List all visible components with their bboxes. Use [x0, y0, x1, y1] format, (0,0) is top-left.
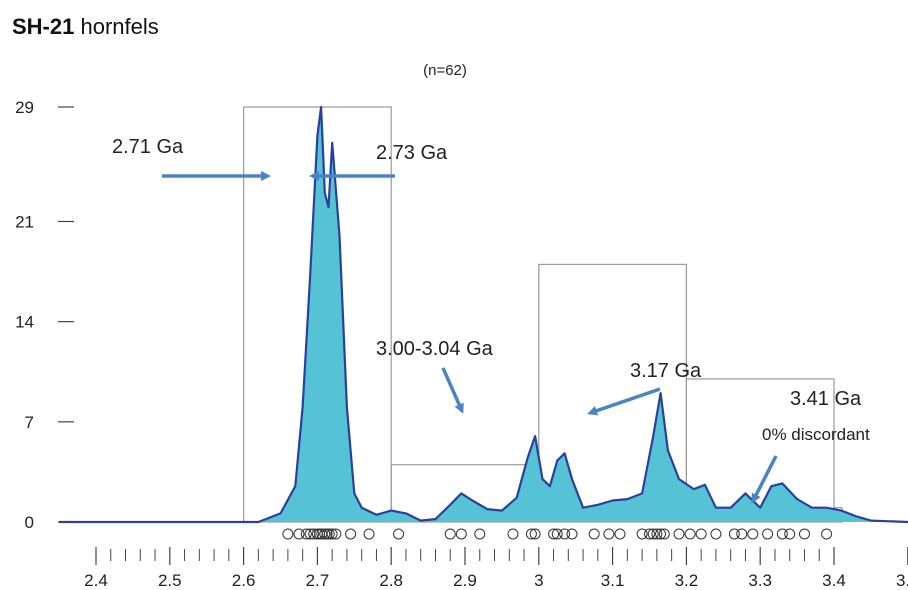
y-tick-label-14: 14 — [15, 313, 34, 332]
peak-annotations: 2.71 Ga 2.73 Ga 3.00-3.04 Ga 3.17 Ga 3.4… — [112, 136, 870, 504]
age-marker — [798, 528, 810, 540]
annotation-discordance: 0% discordant — [762, 425, 870, 444]
age-marker — [529, 528, 541, 540]
x-tick-label-2.5: 2.5 — [158, 571, 182, 590]
age-marker — [308, 528, 320, 540]
annotation-3-17: 3.17 Ga — [630, 360, 702, 382]
age-marker — [507, 528, 519, 540]
age-marker — [293, 528, 305, 540]
age-marker — [345, 528, 357, 540]
arrow-3-00-3-04 — [441, 367, 464, 414]
age-marker — [651, 528, 663, 540]
age-marker — [658, 528, 670, 540]
age-marker — [323, 528, 335, 540]
age-marker — [566, 528, 578, 540]
y-tick-label-21: 21 — [15, 212, 34, 231]
x-tick-label-3.4: 3.4 — [822, 571, 846, 590]
age-marker — [736, 528, 748, 540]
x-tick-label-3.3: 3.3 — [748, 571, 772, 590]
y-axis: 0 7 14 21 29 — [15, 98, 74, 532]
kde-fill — [59, 107, 908, 522]
age-marker — [644, 528, 655, 540]
x-tick-label-3: 3 — [534, 571, 543, 590]
sample-id: SH-21 — [12, 14, 75, 39]
annotation-3-00-3-04: 3.00-3.04 Ga — [376, 338, 494, 360]
age-marker — [588, 528, 600, 540]
age-marker — [326, 528, 338, 540]
kde-curve — [59, 105, 908, 524]
y-tick-label-0: 0 — [25, 513, 34, 532]
x-axis: 2.4 2.5 2.6 2.7 2.8 2.9 3 3.1 3.2 3.3 3.4 3.5 — [84, 547, 908, 590]
annotation-3-41: 3.41 Ga — [790, 388, 862, 410]
age-marker — [474, 528, 486, 540]
rock-type: hornfels — [80, 14, 159, 39]
age-marker — [647, 528, 659, 540]
age-marker — [747, 528, 759, 540]
x-tick-label-2.4: 2.4 — [84, 571, 108, 590]
x-tick-label-2.7: 2.7 — [306, 571, 330, 590]
age-marker — [393, 528, 405, 540]
age-marker — [603, 528, 615, 540]
age-markers — [282, 528, 833, 540]
x-tick-label-2.6: 2.6 — [232, 571, 256, 590]
age-marker — [673, 528, 685, 540]
x-tick-label-3.5: 3.5 — [896, 571, 908, 590]
kde-line — [59, 105, 908, 524]
x-tick-label-3.1: 3.1 — [601, 571, 625, 590]
age-marker — [695, 528, 707, 540]
annotation-2-73: 2.73 Ga — [376, 142, 448, 164]
x-tick-label-3.2: 3.2 — [675, 571, 699, 590]
age-marker — [282, 528, 294, 540]
x-tick-label-2.8: 2.8 — [379, 571, 403, 590]
age-marker — [728, 528, 740, 540]
y-tick-label-29: 29 — [15, 98, 34, 117]
age-marker — [710, 528, 722, 540]
age-marker — [762, 528, 774, 540]
age-marker — [636, 528, 648, 540]
age-marker — [330, 528, 342, 540]
age-marker — [684, 528, 696, 540]
age-marker — [300, 528, 312, 540]
age-marker — [821, 528, 833, 540]
age-marker — [784, 528, 796, 540]
age-marker — [776, 528, 788, 540]
sample-count-label: (n=62) — [423, 62, 467, 79]
chart-title: SH-21 hornfels — [12, 14, 159, 40]
age-marker — [614, 528, 626, 540]
y-tick-label-7: 7 — [25, 413, 34, 432]
age-marker — [548, 528, 560, 540]
age-marker — [655, 528, 667, 540]
age-marker — [455, 528, 467, 540]
x-tick-label-2.9: 2.9 — [453, 571, 477, 590]
age-marker — [444, 528, 456, 540]
age-marker — [551, 528, 563, 540]
arrow-3-41 — [751, 455, 778, 504]
age-marker — [559, 528, 571, 540]
age-marker — [363, 528, 375, 540]
arrow-3-17 — [587, 387, 661, 416]
age-marker — [525, 528, 537, 540]
annotation-2-71: 2.71 Ga — [112, 136, 184, 158]
